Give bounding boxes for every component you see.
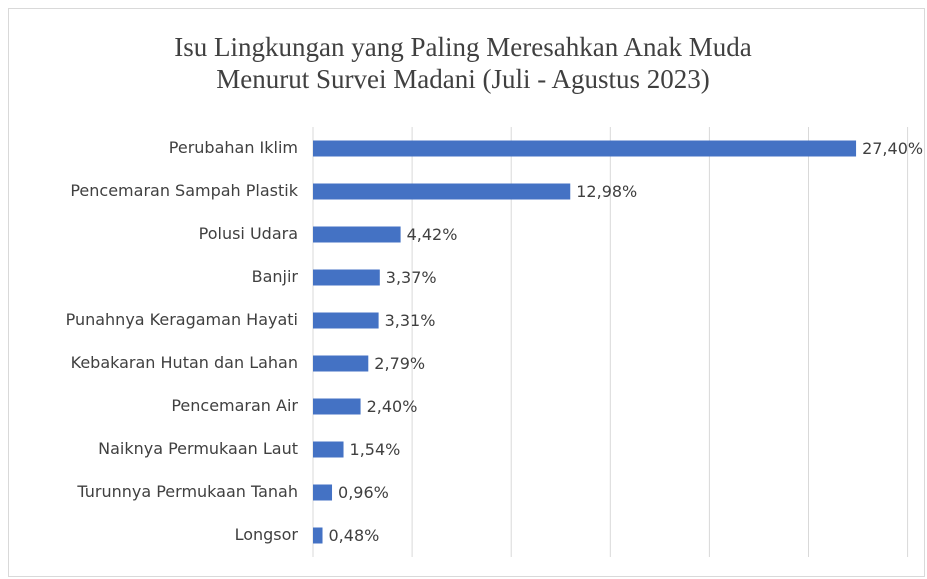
data-label: 2,79% (374, 354, 425, 373)
data-label: 2,40% (367, 397, 418, 416)
y-tick-label: Polusi Udara (199, 224, 298, 243)
data-label: 27,40% (862, 139, 923, 158)
chart-title: Isu Lingkungan yang Paling Meresahkan An… (174, 32, 751, 62)
bar (313, 269, 380, 286)
bar (313, 441, 344, 458)
data-label: 1,54% (350, 440, 401, 459)
y-tick-label: Longsor (235, 525, 299, 544)
y-tick-label: Kebakaran Hutan dan Lahan (71, 353, 298, 372)
bar (313, 226, 401, 243)
bar (313, 183, 571, 200)
data-label: 3,37% (386, 268, 437, 287)
bar (313, 398, 361, 415)
chart-border (8, 8, 925, 577)
y-tick-label: Turunnya Permukaan Tanah (76, 482, 298, 501)
data-label: 0,96% (338, 483, 389, 502)
bar (313, 312, 379, 329)
data-label: 4,42% (407, 225, 458, 244)
y-tick-label: Banjir (252, 267, 299, 286)
bar (313, 140, 857, 157)
bar (313, 527, 323, 544)
y-tick-label: Naiknya Permukaan Laut (98, 439, 298, 458)
bar (313, 355, 369, 372)
chart-title: Menurut Survei Madani (Juli - Agustus 20… (216, 64, 709, 94)
y-tick-label: Pencemaran Air (171, 396, 298, 415)
bar (313, 484, 333, 501)
data-label: 3,31% (385, 311, 436, 330)
data-label: 0,48% (329, 526, 380, 545)
y-tick-label: Punahnya Keragaman Hayati (66, 310, 298, 329)
data-label: 12,98% (576, 182, 637, 201)
y-tick-label: Pencemaran Sampah Plastik (70, 181, 298, 200)
y-tick-label: Perubahan Iklim (169, 138, 298, 157)
